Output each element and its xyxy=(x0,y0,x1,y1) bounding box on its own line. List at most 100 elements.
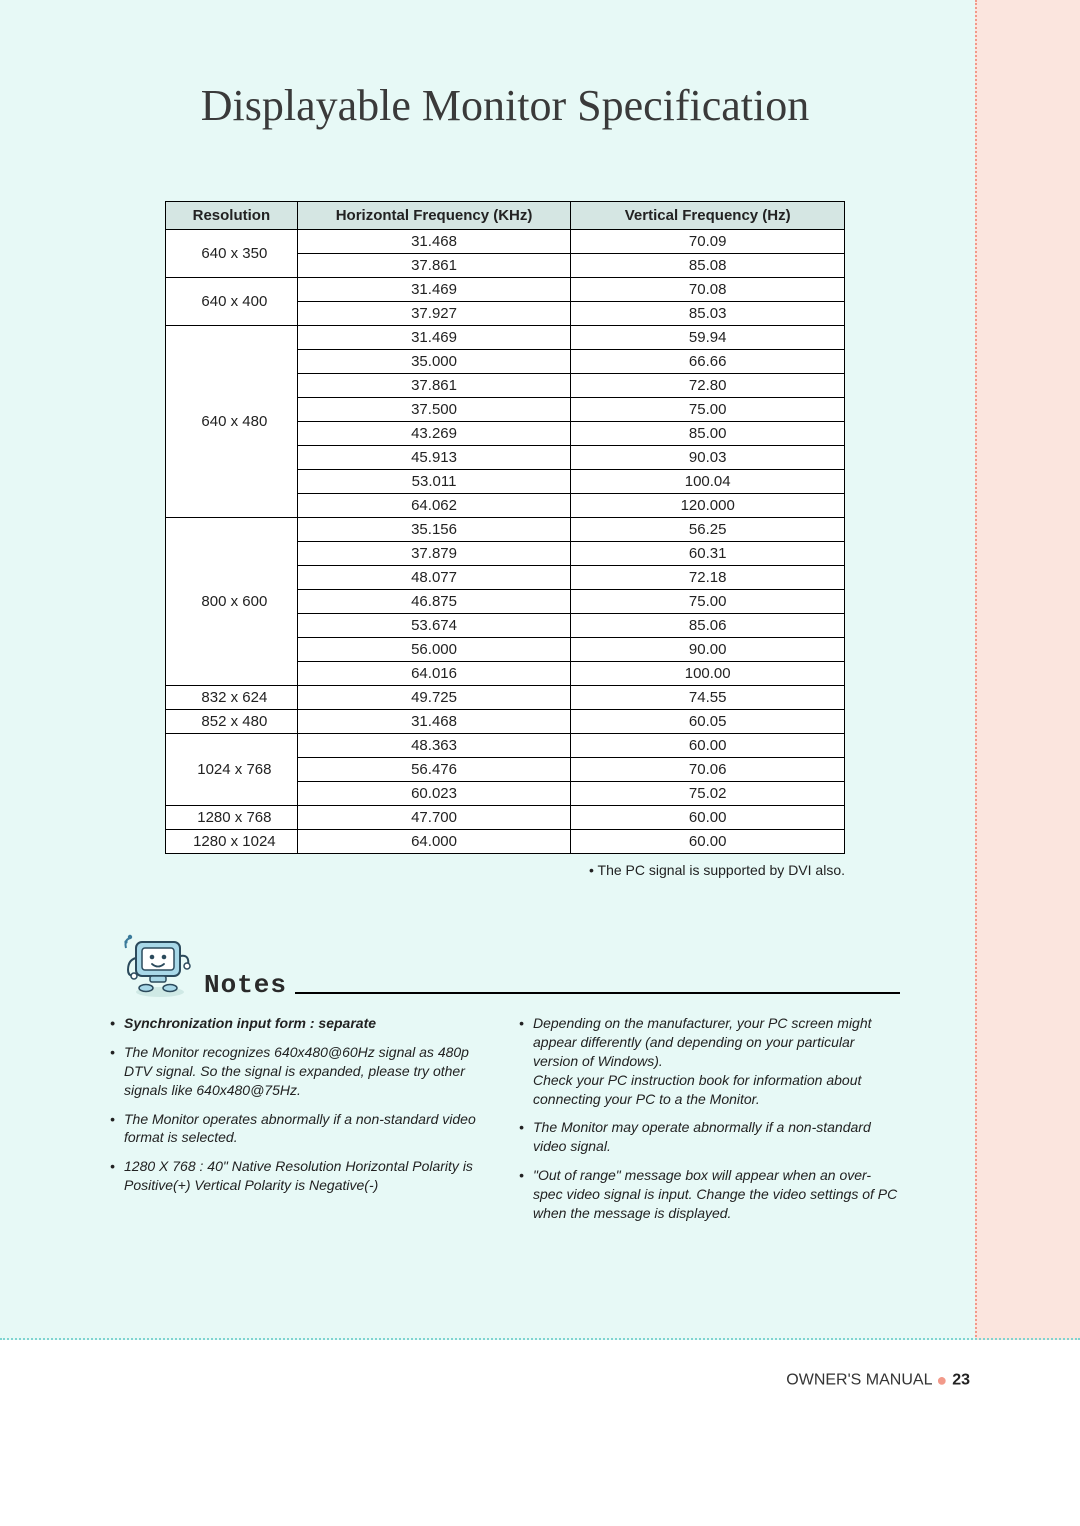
cell-vfreq: 75.02 xyxy=(571,782,845,806)
cell-hfreq: 46.875 xyxy=(297,590,571,614)
table-row: 640 x 40031.46970.08 xyxy=(166,278,845,302)
spec-table: Resolution Horizontal Frequency (KHz) Ve… xyxy=(165,201,845,854)
table-row: 852 x 48031.46860.05 xyxy=(166,710,845,734)
cell-vfreq: 66.66 xyxy=(571,350,845,374)
footer-page-number: 23 xyxy=(952,1372,970,1389)
col-header-hfreq: Horizontal Frequency (KHz) xyxy=(297,202,571,230)
cell-hfreq: 64.000 xyxy=(297,830,571,854)
cell-vfreq: 120.000 xyxy=(571,494,845,518)
cell-hfreq: 56.476 xyxy=(297,758,571,782)
bottom-dotted-divider xyxy=(0,1338,1080,1340)
cell-vfreq: 70.06 xyxy=(571,758,845,782)
cell-vfreq: 72.18 xyxy=(571,566,845,590)
col-header-vfreq: Vertical Frequency (Hz) xyxy=(571,202,845,230)
notes-header: Notes xyxy=(120,928,900,1000)
cell-resolution: 640 x 350 xyxy=(166,230,298,278)
table-footnote: • The PC signal is supported by DVI also… xyxy=(165,862,845,878)
cell-hfreq: 48.077 xyxy=(297,566,571,590)
cell-hfreq: 45.913 xyxy=(297,446,571,470)
cell-hfreq: 64.062 xyxy=(297,494,571,518)
cell-resolution: 1024 x 768 xyxy=(166,734,298,806)
cell-hfreq: 49.725 xyxy=(297,686,571,710)
cell-vfreq: 70.09 xyxy=(571,230,845,254)
notes-col-left: Synchronization input form : separate The… xyxy=(110,1014,491,1233)
cell-vfreq: 56.25 xyxy=(571,518,845,542)
table-row: 832 x 62449.72574.55 xyxy=(166,686,845,710)
cell-vfreq: 59.94 xyxy=(571,326,845,350)
cell-hfreq: 53.011 xyxy=(297,470,571,494)
spec-table-body: 640 x 35031.46870.0937.86185.08640 x 400… xyxy=(166,230,845,854)
right-accent-bar xyxy=(975,0,1080,1340)
table-row: 800 x 60035.15656.25 xyxy=(166,518,845,542)
cell-hfreq: 31.468 xyxy=(297,710,571,734)
cell-vfreq: 85.00 xyxy=(571,422,845,446)
cell-vfreq: 70.08 xyxy=(571,278,845,302)
cell-hfreq: 37.927 xyxy=(297,302,571,326)
notes-section: Notes Synchronization input form : separ… xyxy=(110,928,900,1233)
cell-vfreq: 75.00 xyxy=(571,398,845,422)
cell-vfreq: 60.31 xyxy=(571,542,845,566)
note-item: The Monitor recognizes 640x480@60Hz sign… xyxy=(110,1043,491,1100)
cell-vfreq: 85.03 xyxy=(571,302,845,326)
cell-hfreq: 48.363 xyxy=(297,734,571,758)
content-area: Displayable Monitor Specification Resolu… xyxy=(110,80,900,1233)
table-row: 1280 x 102464.00060.00 xyxy=(166,830,845,854)
cell-resolution: 1280 x 768 xyxy=(166,806,298,830)
mascot-icon xyxy=(120,928,192,1000)
cell-hfreq: 31.469 xyxy=(297,278,571,302)
cell-hfreq: 43.269 xyxy=(297,422,571,446)
cell-vfreq: 60.05 xyxy=(571,710,845,734)
cell-vfreq: 60.00 xyxy=(571,734,845,758)
cell-vfreq: 74.55 xyxy=(571,686,845,710)
note-item: The Monitor may operate abnormally if a … xyxy=(519,1118,900,1156)
col-header-resolution: Resolution xyxy=(166,202,298,230)
cell-vfreq: 85.08 xyxy=(571,254,845,278)
cell-resolution: 1280 x 1024 xyxy=(166,830,298,854)
cell-hfreq: 64.016 xyxy=(297,662,571,686)
cell-hfreq: 35.000 xyxy=(297,350,571,374)
note-item: Depending on the manufacturer, your PC s… xyxy=(519,1014,900,1108)
notes-columns: Synchronization input form : separate The… xyxy=(110,1014,900,1233)
table-row: 640 x 48031.46959.94 xyxy=(166,326,845,350)
cell-hfreq: 60.023 xyxy=(297,782,571,806)
cell-vfreq: 85.06 xyxy=(571,614,845,638)
cell-vfreq: 90.03 xyxy=(571,446,845,470)
cell-resolution: 800 x 600 xyxy=(166,518,298,686)
table-row: 1280 x 76847.70060.00 xyxy=(166,806,845,830)
table-row: 1024 x 76848.36360.00 xyxy=(166,734,845,758)
cell-resolution: 832 x 624 xyxy=(166,686,298,710)
table-row: 640 x 35031.46870.09 xyxy=(166,230,845,254)
note-item: Synchronization input form : separate xyxy=(110,1014,491,1033)
notes-col-right: Depending on the manufacturer, your PC s… xyxy=(519,1014,900,1233)
cell-hfreq: 37.879 xyxy=(297,542,571,566)
cell-hfreq: 37.500 xyxy=(297,398,571,422)
page-title: Displayable Monitor Specification xyxy=(110,80,900,131)
page-footer: OWNER'S MANUAL ● 23 xyxy=(786,1370,970,1391)
cell-resolution: 640 x 480 xyxy=(166,326,298,518)
right-dotted-divider xyxy=(975,0,977,1340)
footer-label: OWNER'S MANUAL xyxy=(786,1372,932,1389)
cell-vfreq: 100.04 xyxy=(571,470,845,494)
cell-vfreq: 60.00 xyxy=(571,830,845,854)
cell-vfreq: 75.00 xyxy=(571,590,845,614)
note-item: The Monitor operates abnormally if a non… xyxy=(110,1110,491,1148)
cell-hfreq: 47.700 xyxy=(297,806,571,830)
cell-hfreq: 31.469 xyxy=(297,326,571,350)
cell-hfreq: 37.861 xyxy=(297,374,571,398)
footer-dot-icon: ● xyxy=(936,1370,952,1390)
spec-table-head: Resolution Horizontal Frequency (KHz) Ve… xyxy=(166,202,845,230)
cell-vfreq: 90.00 xyxy=(571,638,845,662)
cell-vfreq: 72.80 xyxy=(571,374,845,398)
cell-hfreq: 53.674 xyxy=(297,614,571,638)
cell-hfreq: 37.861 xyxy=(297,254,571,278)
cell-resolution: 640 x 400 xyxy=(166,278,298,326)
note-item: "Out of range" message box will appear w… xyxy=(519,1166,900,1223)
cell-hfreq: 56.000 xyxy=(297,638,571,662)
cell-vfreq: 100.00 xyxy=(571,662,845,686)
notes-rule xyxy=(295,992,900,994)
cell-vfreq: 60.00 xyxy=(571,806,845,830)
cell-hfreq: 31.468 xyxy=(297,230,571,254)
notes-title: Notes xyxy=(204,970,287,1000)
cell-hfreq: 35.156 xyxy=(297,518,571,542)
note-item: 1280 X 768 : 40" Native Resolution Horiz… xyxy=(110,1157,491,1195)
